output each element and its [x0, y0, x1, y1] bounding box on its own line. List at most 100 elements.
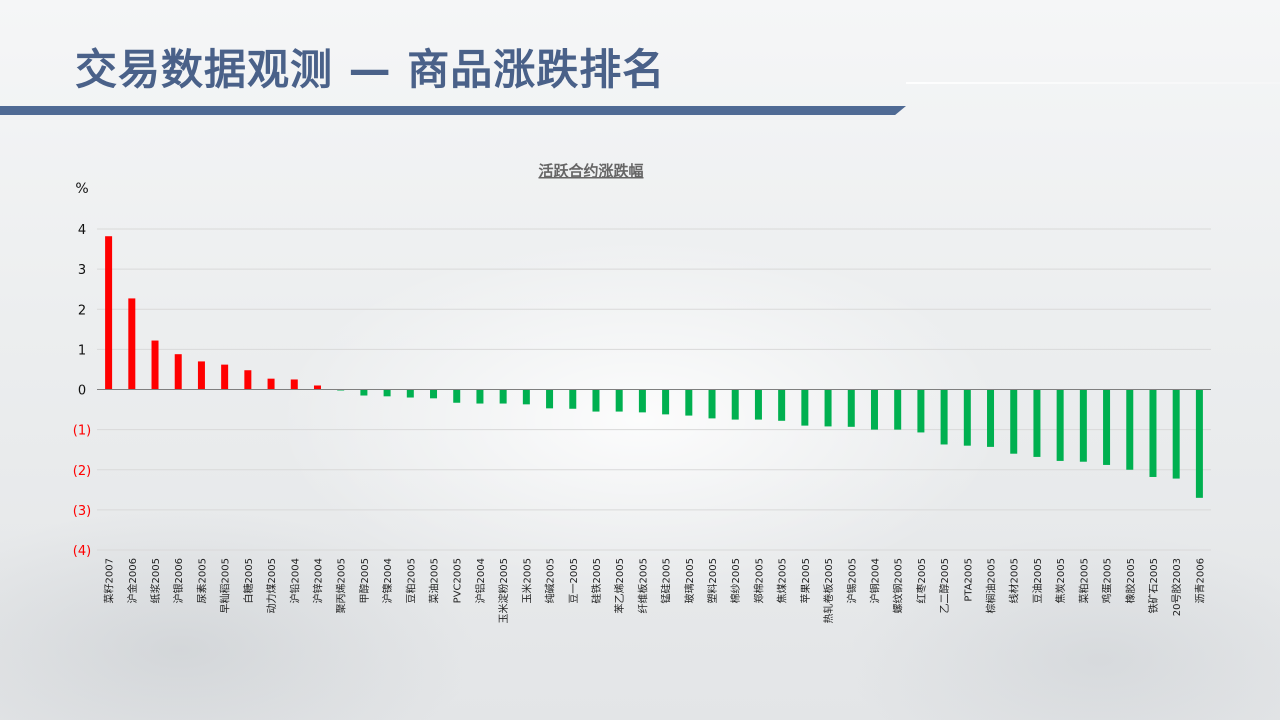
y-axis-ticks: 4 3 2 1 0 (1) (2) (3) (4): [73, 223, 91, 559]
x-category-label: 锰硅2005: [660, 558, 673, 603]
x-category-label: 菜油2005: [428, 558, 441, 603]
bar: [662, 389, 670, 415]
bar: [963, 389, 971, 446]
x-category-label: 甲醇2005: [358, 558, 371, 603]
bars: [105, 236, 1203, 498]
bar: [917, 389, 925, 433]
bar: [151, 340, 159, 390]
bar: [1126, 389, 1134, 470]
x-category-label: 沪铅2004: [288, 558, 301, 603]
x-category-label: 硅铁2005: [590, 558, 603, 603]
bar: [1033, 389, 1041, 457]
bar: [406, 389, 414, 398]
bar: [499, 389, 507, 404]
x-category-label: 沪镍2004: [381, 558, 394, 603]
x-category-label: 动力煤2005: [265, 558, 278, 613]
bar: [128, 298, 136, 390]
bar: [244, 370, 252, 390]
bar: [383, 389, 391, 397]
x-category-label: 苹果2005: [799, 558, 812, 603]
x-category-label: 早籼稻2005: [219, 558, 232, 613]
title-underline-bar: [0, 106, 906, 115]
x-axis-categories: 菜籽2007 沪金2006 纸浆2005 沪银2006 尿素2005 早籼稻2005 白糖2…: [104, 558, 1207, 623]
x-category-label: 菜籽2007: [104, 558, 116, 603]
bar: [197, 361, 205, 390]
x-category-label: 棉纱2005: [729, 558, 742, 603]
x-category-label: 线材2005: [1008, 558, 1021, 603]
x-category-label: 豆油2005: [1031, 558, 1044, 603]
x-category-label: 沪锡2005: [845, 558, 858, 603]
bar: [870, 389, 878, 430]
bar: [847, 389, 855, 427]
x-category-label: PTA2005: [963, 558, 974, 602]
y-tick-label: 1: [78, 343, 86, 358]
bar: [801, 389, 809, 426]
x-category-label: 棕榈油2005: [985, 558, 998, 613]
x-category-label: 玉米淀粉2005: [497, 558, 510, 623]
bar: [1195, 389, 1203, 498]
bar: [360, 389, 368, 396]
bar: [638, 389, 646, 413]
bar: [940, 389, 948, 445]
x-category-label: 豆一2005: [568, 558, 580, 603]
x-category-label: 聚丙烯2005: [335, 558, 348, 613]
x-category-label: 沪银2006: [172, 558, 185, 603]
bar: [1103, 389, 1111, 465]
page-title: 交易数据观测 — 商品涨跌排名: [75, 45, 666, 94]
x-category-label: 沪铝2004: [474, 558, 487, 603]
x-category-label: 菜粕2005: [1077, 558, 1090, 603]
bar: [592, 389, 600, 412]
bar: [546, 389, 554, 409]
x-category-label: 郑棉2005: [752, 558, 765, 603]
x-category-label: 红枣2005: [915, 558, 928, 603]
bar: [615, 389, 623, 412]
x-category-label: PVC2005: [453, 558, 464, 603]
bar: [430, 389, 438, 399]
bar: [754, 389, 762, 420]
x-category-label: 纤维板2005: [636, 558, 649, 613]
bar: [824, 389, 832, 427]
y-tick-label: 4: [78, 223, 86, 238]
bar: [221, 364, 229, 390]
y-tick-label: 2: [78, 303, 86, 318]
chart-title: 活跃合约涨跌幅: [538, 162, 643, 180]
bar: [476, 389, 484, 404]
bar: [685, 389, 693, 416]
bar: [708, 389, 716, 419]
x-category-label: 鸡蛋2005: [1101, 558, 1114, 603]
x-category-label: 尿素2005: [195, 558, 208, 603]
y-tick-label: 0: [78, 384, 86, 399]
x-category-label: 沥青2006: [1193, 558, 1206, 603]
x-category-label: 塑料2005: [706, 558, 719, 603]
x-category-label: 沪锌2004: [311, 558, 324, 603]
bar: [1056, 389, 1064, 461]
bar: [105, 236, 113, 390]
bar: [1079, 389, 1087, 462]
bar: [987, 389, 995, 447]
x-category-label: 玉米2005: [520, 558, 533, 603]
bar: [1149, 389, 1157, 477]
x-category-label: 焦炭2005: [1054, 558, 1067, 603]
x-category-label: 纯碱2005: [544, 558, 557, 603]
bar: [1010, 389, 1018, 454]
bar: [894, 389, 902, 430]
y-tick-label: (2): [73, 464, 91, 479]
bar: [1172, 389, 1180, 479]
bar: [174, 354, 182, 390]
bar: [453, 389, 461, 403]
y-axis-unit: %: [75, 181, 88, 197]
x-category-label: 焦煤2005: [776, 558, 789, 603]
x-category-label: 螺纹钢2005: [892, 558, 905, 613]
x-category-label: 铁矿石2005: [1147, 558, 1160, 613]
x-category-label: 乙二醇2005: [938, 558, 951, 613]
bar: [267, 378, 275, 390]
bar: [290, 379, 298, 390]
bar: [522, 389, 530, 405]
x-category-label: 玻璃2005: [683, 558, 696, 603]
x-category-label: 豆粕2005: [404, 558, 417, 603]
x-category-label: 20号胶2003: [1170, 558, 1183, 616]
y-tick-label: 3: [78, 263, 86, 278]
bar: [731, 389, 739, 420]
x-category-label: 橡胶2005: [1124, 558, 1137, 603]
